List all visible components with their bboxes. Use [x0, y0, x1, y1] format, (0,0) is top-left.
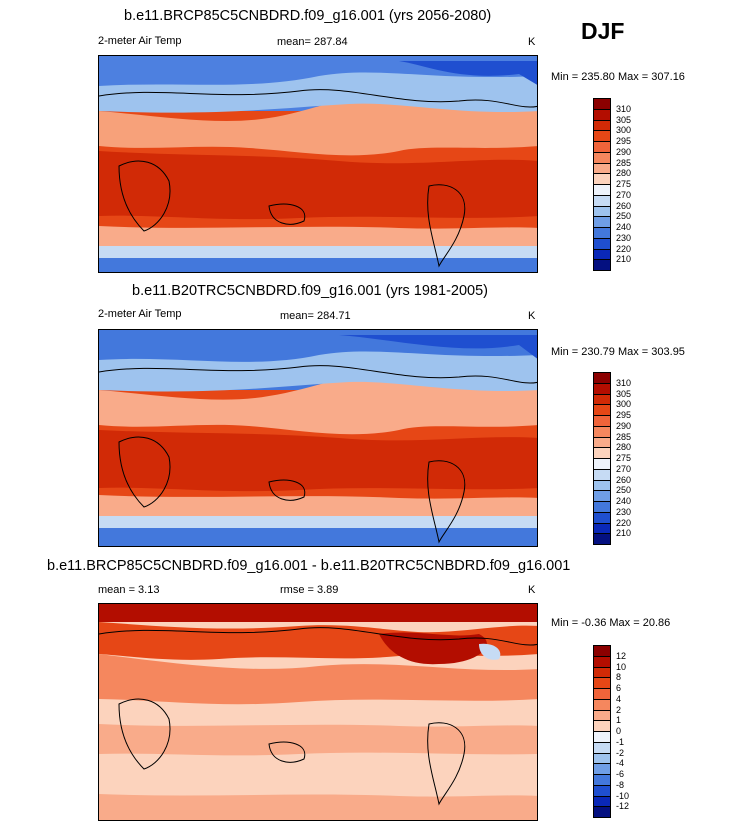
panel2-map-svg — [99, 330, 537, 546]
panel3-map — [98, 603, 538, 821]
colorbar-label: 270 — [616, 189, 632, 200]
panel1-mean-label: mean= 287.84 — [277, 36, 348, 48]
panel3-units-label: K — [528, 584, 536, 596]
panel2-mean-label: mean= 284.71 — [280, 310, 351, 322]
colorbar-label: 220 — [616, 517, 632, 528]
colorbar-label: 270 — [616, 463, 632, 474]
panel2-variable-label: 2-meter Air Temp — [98, 308, 182, 320]
colorbar-label: 260 — [616, 474, 632, 485]
colorbar-label: 12 — [616, 650, 627, 661]
colorbar-label: 290 — [616, 420, 632, 431]
panel2-title: b.e11.B20TRC5CNBDRD.f09_g16.001 (yrs 198… — [132, 283, 488, 299]
colorbar-label: 295 — [616, 410, 632, 420]
panel1-map — [98, 55, 538, 273]
colorbar-label: 280 — [616, 168, 632, 179]
colorbar-label: -12 — [616, 801, 630, 812]
panel3-title: b.e11.BRCP85C5CNBDRD.f09_g16.001 - b.e11… — [47, 558, 571, 574]
panel1-minmax: Min = 235.80 Max = 307.16 — [551, 71, 685, 83]
colorbar-label: 10 — [616, 661, 627, 672]
colorbar-label: -10 — [616, 790, 630, 801]
colorbar-label: 275 — [616, 453, 632, 463]
panel2-minmax: Min = 230.79 Max = 303.95 — [551, 346, 685, 358]
colorbar-label: -6 — [616, 769, 625, 779]
panel1-map-svg — [99, 56, 537, 272]
colorbar-box — [593, 533, 611, 545]
colorbar-label: 300 — [616, 125, 632, 136]
colorbar-label: -2 — [616, 747, 625, 758]
colorbar-label: 1 — [616, 715, 622, 726]
panel3-map-svg — [99, 604, 537, 820]
colorbar-label: 230 — [616, 506, 632, 517]
colorbar-label: 210 — [616, 254, 632, 265]
colorbar-label: 285 — [616, 431, 632, 442]
panel1-units-label: K — [528, 36, 536, 48]
colorbar-label: 250 — [616, 485, 632, 496]
panel1-title: b.e11.BRCP85C5CNBDRD.f09_g16.001 (yrs 20… — [124, 8, 492, 24]
colorbar-label: 305 — [616, 114, 632, 125]
colorbar-label: 280 — [616, 442, 632, 453]
panel3-rmse-label: rmse = 3.89 — [280, 584, 339, 596]
season-label: DJF — [581, 18, 625, 44]
colorbar-label: 2 — [616, 704, 622, 715]
colorbar-label: -4 — [616, 758, 625, 769]
colorbar-label: 4 — [616, 693, 622, 704]
colorbar-label: 210 — [616, 528, 632, 539]
colorbar-label: 0 — [616, 726, 622, 736]
colorbar-box — [593, 259, 611, 271]
colorbar-label: 295 — [616, 136, 632, 146]
panel2-map — [98, 329, 538, 547]
colorbar-label: 290 — [616, 146, 632, 157]
colorbar-label: 230 — [616, 232, 632, 243]
colorbar-label: -8 — [616, 779, 625, 790]
colorbar-label: 260 — [616, 200, 632, 211]
colorbar-label: 8 — [616, 672, 622, 683]
colorbar-label: 310 — [616, 377, 632, 388]
panel3-mean-label: mean = 3.13 — [98, 584, 160, 596]
colorbar-label: 300 — [616, 399, 632, 410]
colorbar-label: 275 — [616, 179, 632, 189]
panel2-units-label: K — [528, 310, 536, 322]
panel1-variable-label: 2-meter Air Temp — [98, 35, 182, 47]
panel3-minmax: Min = -0.36 Max = 20.86 — [551, 617, 671, 629]
colorbar-label: 240 — [616, 222, 632, 232]
colorbar-label: 305 — [616, 388, 632, 399]
colorbar-label: 240 — [616, 496, 632, 506]
colorbar-label: 310 — [616, 103, 632, 114]
colorbar-label: -1 — [616, 736, 625, 747]
colorbar-label: 6 — [616, 683, 622, 693]
colorbar-box — [593, 806, 611, 818]
colorbar-label: 220 — [616, 243, 632, 254]
colorbar-label: 285 — [616, 157, 632, 168]
colorbar-label: 250 — [616, 211, 632, 222]
